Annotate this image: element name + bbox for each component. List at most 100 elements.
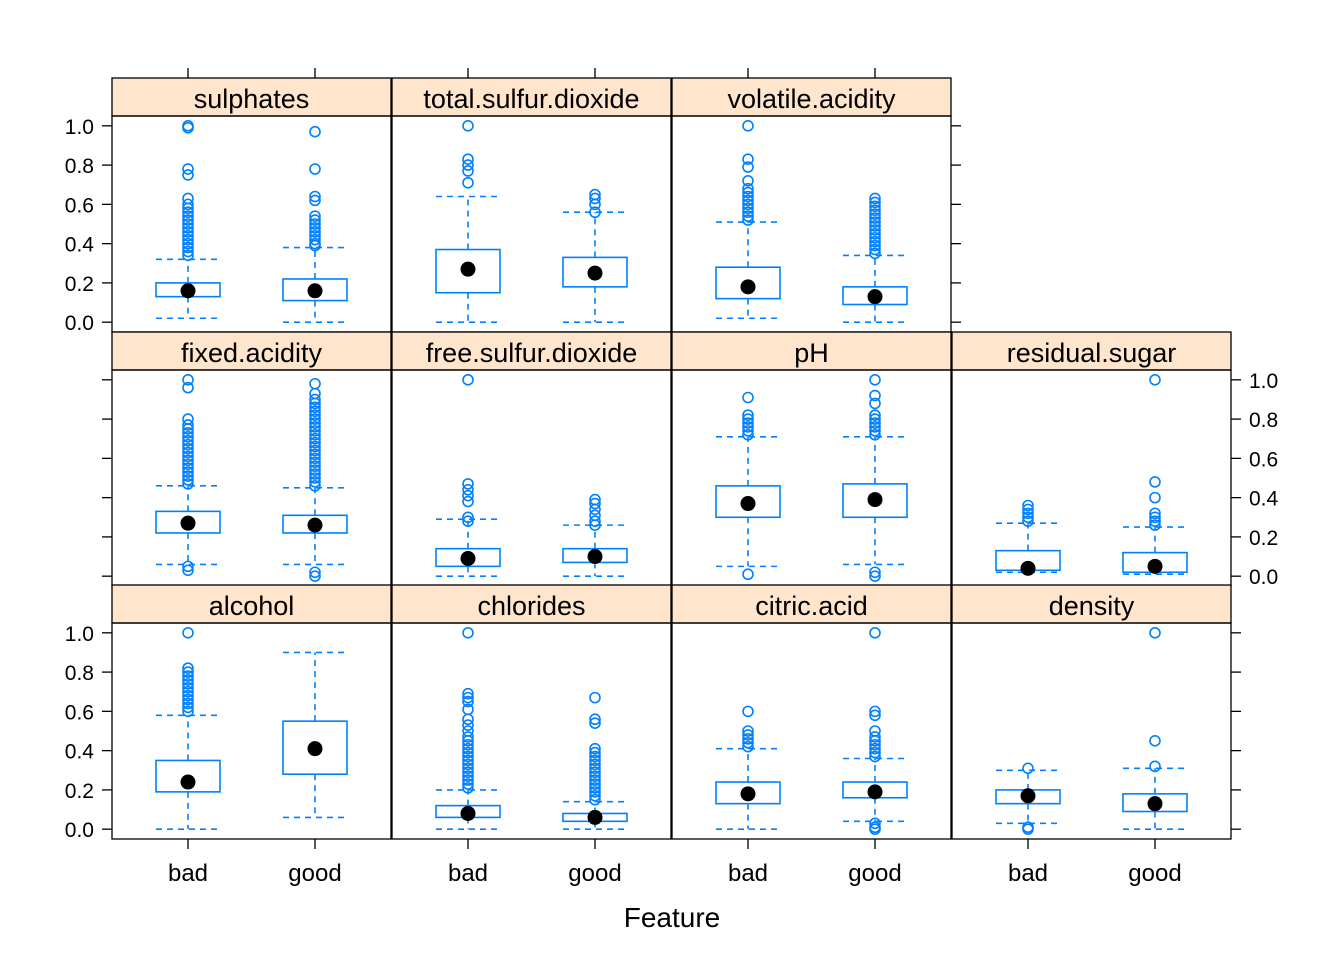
iqr-box	[282, 278, 348, 302]
outlier-point	[869, 821, 881, 834]
outlier-point	[182, 674, 194, 686]
x-axis-title: Feature	[624, 902, 721, 933]
outlier-point	[742, 120, 754, 132]
y-tick-label: 0.2	[65, 273, 94, 296]
outlier-point	[869, 421, 881, 433]
outlier-point	[462, 691, 474, 704]
outlier-point	[589, 793, 601, 806]
outlier-point	[462, 731, 474, 743]
outlier-point	[309, 436, 321, 449]
median-dot	[867, 492, 883, 508]
outlier-point	[462, 766, 474, 779]
box-chlorides-good	[562, 691, 628, 830]
iqr-box	[715, 485, 781, 519]
outlier-point	[309, 444, 321, 457]
outlier-point	[869, 212, 881, 224]
panel-frame	[391, 622, 672, 840]
outlier-point	[589, 750, 601, 763]
outlier-point	[1022, 503, 1034, 516]
y-axis-row2-left: 0.0 0.2 0.4 0.6 0.8 1.0	[65, 623, 112, 842]
outlier-point	[182, 438, 194, 451]
box-volatile.acidity-bad	[715, 120, 781, 320]
box-sulphates-good	[282, 125, 348, 323]
outlier-point	[182, 210, 194, 222]
outlier-point	[462, 478, 474, 490]
outlier-point	[869, 374, 881, 386]
outlier-point	[182, 478, 194, 490]
outlier-point	[742, 214, 754, 226]
x-category-label: good	[568, 860, 621, 887]
outlier-point	[309, 452, 321, 465]
outlier-point	[589, 782, 601, 794]
outlier-point	[309, 413, 321, 425]
box-citric.acid-bad	[715, 705, 781, 830]
outlier-point	[462, 120, 474, 132]
strip-sulphates	[111, 77, 392, 117]
panel-frame	[951, 622, 1232, 840]
y-tick-label: 0.6	[65, 701, 94, 724]
y-axis-row0-left: 0.0 0.2 0.4 0.6 0.8 1.0	[65, 116, 112, 335]
strip-free.sulfur.dioxide	[391, 331, 672, 371]
outlier-point	[309, 570, 321, 582]
outlier-point	[742, 733, 754, 745]
y-axis-row0-right	[951, 125, 961, 323]
strip-label: pH	[794, 338, 829, 368]
outlier-point	[1149, 515, 1161, 528]
outlier-point	[742, 206, 754, 219]
outlier-point	[589, 778, 601, 790]
outlier-point	[309, 456, 321, 469]
outlier-point	[182, 241, 194, 254]
outlier-point	[182, 381, 194, 394]
outlier-point	[309, 476, 321, 488]
median-dot	[1020, 560, 1036, 576]
outlier-point	[182, 163, 194, 175]
outlier-point	[462, 483, 474, 496]
iqr-box	[435, 547, 501, 568]
outlier-point	[1022, 499, 1034, 512]
outlier-point	[462, 782, 474, 794]
outlier-point	[462, 687, 474, 700]
outlier-point	[869, 231, 881, 244]
x-category-label: bad	[168, 860, 208, 887]
outlier-point	[462, 719, 474, 731]
outlier-point	[742, 417, 754, 429]
outlier-point	[182, 466, 194, 478]
x-category-label: good	[288, 860, 341, 887]
outlier-point	[1149, 735, 1161, 747]
outlier-point	[869, 627, 881, 639]
box-pH-bad	[715, 391, 781, 581]
outlier-point	[182, 237, 194, 250]
outlier-point	[589, 493, 601, 506]
strip-volatile.acidity	[671, 77, 952, 117]
box-residual.sugar-bad	[995, 499, 1061, 576]
outlier-point	[182, 685, 194, 698]
outlier-point	[462, 515, 474, 528]
strip-pH	[671, 331, 952, 371]
y-axis-row1-left	[102, 379, 112, 577]
y-axis-row1-right: 0.0 0.2 0.4 0.6 0.8 1.0	[1231, 370, 1279, 589]
iqr-box	[155, 759, 221, 793]
box-sulphates-bad	[155, 120, 221, 320]
outlier-point	[869, 200, 881, 213]
panel-sulphates: sulphates	[111, 77, 392, 333]
y-tick-label: 0.0	[1249, 566, 1278, 589]
outlier-point	[182, 233, 194, 246]
outlier-point	[309, 460, 321, 473]
iqr-box	[562, 256, 628, 288]
panel-citric.acid: citric.acid	[671, 584, 952, 840]
strip-residual.sugar	[951, 331, 1232, 371]
outlier-point	[309, 401, 321, 414]
outlier-point	[309, 237, 321, 250]
box-density-good	[1122, 627, 1188, 830]
outlier-point	[869, 705, 881, 718]
outlier-point	[462, 374, 474, 386]
outlier-point	[869, 750, 881, 763]
outlier-point	[869, 235, 881, 248]
outlier-point	[869, 413, 881, 425]
outlier-point	[182, 560, 194, 573]
outlier-point	[589, 758, 601, 771]
outlier-point	[182, 662, 194, 674]
outlier-point	[182, 249, 194, 262]
median-dot	[867, 784, 883, 800]
